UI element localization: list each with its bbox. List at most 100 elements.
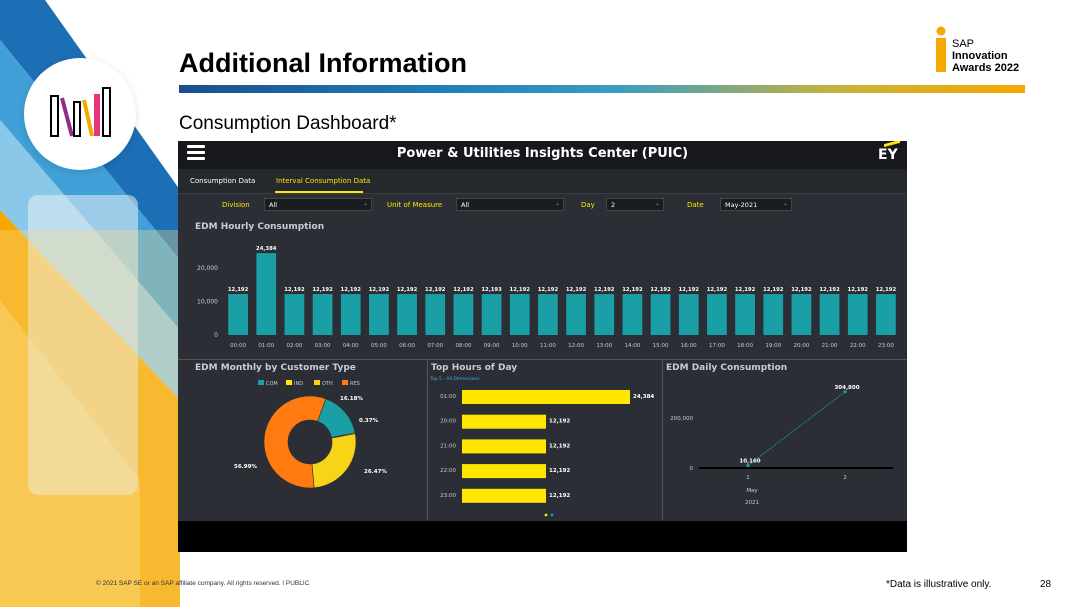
day-select-value: 2	[611, 201, 616, 209]
hourly-bar	[707, 294, 727, 335]
award-line2: Innovation	[952, 50, 1008, 62]
hourly-bar	[481, 294, 502, 335]
hourly-xtick-label: 18:00	[737, 343, 753, 349]
hourly-bar	[876, 294, 896, 335]
hourly-xtick-label: 02:00	[286, 343, 302, 349]
tophours-category-label: 22:00	[440, 468, 456, 474]
daily-xaxis-sublabel: 2021	[745, 500, 759, 506]
hourly-bar	[566, 294, 586, 335]
donut-legend-swatch	[314, 380, 320, 385]
donut-slice-label: 56.99%	[234, 464, 257, 470]
tab-consumption-data[interactable]: Consumption Data	[190, 177, 256, 185]
donut-legend-label: OTH	[322, 381, 333, 387]
tophours-category-label: 01:00	[440, 394, 456, 400]
hourly-bar-value-label: 12,192	[848, 287, 869, 293]
daily-value-label: 10,160	[739, 458, 760, 464]
hourly-bar-value-label: 12,192	[876, 287, 897, 293]
hourly-bar-value-label: 12,192	[228, 287, 249, 293]
award-logo: SAP Innovation Awards 2022	[934, 26, 1044, 76]
menu-icon[interactable]	[187, 145, 205, 163]
tophours-bar	[462, 439, 546, 454]
chevron-down-icon: ⌄	[782, 200, 788, 207]
tophours-value-label: 12,192	[549, 419, 570, 425]
hourly-xtick-label: 20:00	[793, 343, 809, 349]
hourly-bar-value-label: 24,384	[256, 246, 277, 252]
hourly-bar-value-label: 12,192	[735, 287, 756, 293]
division-select[interactable]: All ⌄	[264, 198, 372, 211]
hourly-xtick-label: 15:00	[653, 343, 669, 349]
decorative-stripes	[0, 0, 180, 607]
hourly-xtick-label: 16:00	[681, 343, 697, 349]
hourly-xtick-label: 23:00	[878, 343, 894, 349]
chevron-down-icon: ⌄	[554, 200, 560, 207]
award-line3: Awards 2022	[952, 62, 1020, 74]
hourly-xtick-label: 13:00	[596, 343, 612, 349]
books-icon	[50, 87, 111, 137]
dashboard-header: Power & Utilities Insights Center (PUIC)…	[178, 141, 907, 169]
donut-legend-swatch	[258, 380, 264, 385]
hourly-bar-value-label: 12,192	[510, 287, 531, 293]
day-select[interactable]: 2 ⌄	[606, 198, 664, 211]
hourly-xtick-label: 14:00	[624, 343, 640, 349]
hourly-bar	[369, 294, 389, 335]
hourly-bar-value-label: 12,193	[481, 287, 502, 293]
hourly-bar-value-label: 12,192	[284, 287, 305, 293]
daily-xtick-label: 1	[746, 475, 750, 481]
hourly-bar	[284, 294, 305, 335]
hourly-ytick-label: 10,000	[197, 298, 218, 305]
hourly-bar-value-label: 12,192	[538, 287, 559, 293]
date-select[interactable]: May-2021 ⌄	[720, 198, 792, 211]
filter-label-unit: Unit of Measure	[387, 201, 443, 209]
hourly-xtick-label: 03:00	[315, 343, 331, 349]
hourly-panel-title: EDM Hourly Consumption	[195, 222, 325, 232]
panel-divider	[427, 360, 428, 520]
left-decoration	[0, 0, 180, 607]
hourly-bar-value-label: 12,192	[594, 287, 615, 293]
daily-ytick-label: 0	[690, 466, 694, 472]
tab-interval-consumption-data[interactable]: Interval Consumption Data	[276, 177, 371, 185]
dashboard-footer	[178, 521, 907, 552]
tophours-value-label: 12,192	[549, 468, 570, 474]
hourly-bar-value-label: 12,192	[622, 287, 643, 293]
donut-slice-label: 26.47%	[364, 469, 387, 475]
donut-legend-label: RES	[350, 381, 360, 387]
hourly-xtick-label: 09:00	[484, 343, 500, 349]
unit-of-measure-select[interactable]: All ⌄	[456, 198, 564, 211]
division-select-value: All	[269, 201, 278, 209]
donut-slice-label: 16.18%	[340, 396, 363, 402]
hourly-bar	[397, 294, 417, 335]
hourly-bar	[256, 253, 277, 335]
hourly-xtick-label: 04:00	[343, 343, 359, 349]
hourly-bar-value-label: 12,192	[819, 287, 840, 293]
hourly-xtick-label: 06:00	[399, 343, 415, 349]
hourly-xtick-label: 11:00	[540, 343, 556, 349]
hourly-bar-value-label: 12,192	[369, 287, 390, 293]
tophours-bar	[462, 464, 546, 479]
panel-divider	[662, 360, 663, 520]
page-number: 28	[1040, 579, 1052, 590]
daily-panel-title: EDM Daily Consumption	[666, 363, 788, 373]
hourly-bar-value-label: 12,192	[566, 287, 587, 293]
hourly-xtick-label: 10:00	[512, 343, 528, 349]
filter-bar: Division All ⌄ Unit of Measure All ⌄ Day…	[178, 195, 907, 215]
hourly-bar-value-label: 12,192	[791, 287, 812, 293]
hourly-bar	[453, 294, 474, 335]
donut-legend-swatch	[286, 380, 292, 385]
hourly-xtick-label: 00:00	[230, 343, 246, 349]
dashboard-charts: 0 10,000 20,000 12,192 00:00 24,384 01:00 12,19…	[197, 246, 897, 517]
tophours-bar	[462, 414, 546, 429]
chevron-down-icon: ⌄	[654, 200, 660, 207]
hourly-ytick-label: 0	[214, 332, 218, 339]
hourly-bar	[340, 294, 361, 335]
hourly-bar-value-label: 12,192	[397, 287, 418, 293]
page-title: Additional Information	[179, 48, 467, 78]
hourly-xtick-label: 05:00	[371, 343, 387, 349]
tophours-category-label: 23:00	[440, 493, 456, 499]
hourly-bar-value-label: 12,192	[453, 287, 474, 293]
hourly-xtick-label: 22:00	[850, 343, 866, 349]
daily-point	[746, 463, 750, 468]
tophours-bar	[462, 488, 546, 503]
filter-label-day: Day	[581, 201, 595, 209]
hourly-bar-value-label: 12,192	[650, 287, 671, 293]
daily-value-label: 304,800	[834, 385, 859, 391]
